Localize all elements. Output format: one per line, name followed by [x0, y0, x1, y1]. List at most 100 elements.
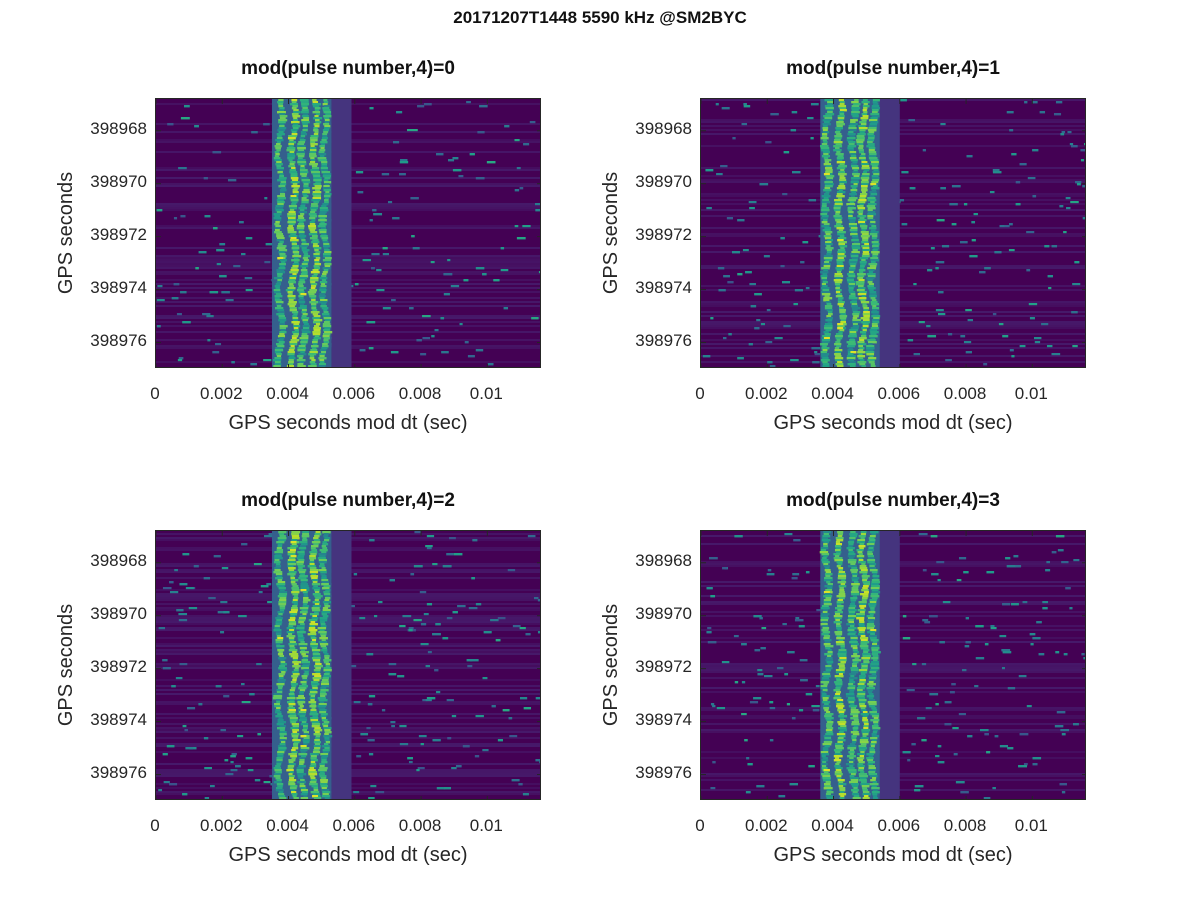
- signal-cell: [292, 123, 299, 126]
- signal-cell: [288, 569, 295, 572]
- signal-cell: [859, 571, 868, 574]
- signal-cell: [319, 213, 326, 216]
- noise-speckle: [754, 649, 761, 652]
- signal-cell: [872, 171, 880, 174]
- signal-cell: [857, 627, 866, 630]
- signal-cell: [837, 197, 842, 200]
- noise-speckle: [396, 111, 403, 114]
- signal-cell: [275, 623, 282, 626]
- signal-cell: [308, 627, 316, 630]
- signal-cell: [311, 725, 320, 728]
- y-axis-label: GPS seconds: [600, 171, 622, 295]
- signal-cell: [303, 743, 308, 746]
- signal-cell: [850, 159, 858, 162]
- signal-cell: [302, 655, 309, 658]
- signal-cell: [849, 201, 855, 204]
- signal-cell: [301, 115, 309, 118]
- signal-cell: [850, 265, 856, 268]
- signal-cell: [839, 179, 847, 182]
- signal-cell: [299, 571, 306, 574]
- noise-speckle: [986, 571, 995, 574]
- signal-cell: [871, 649, 879, 652]
- signal-cell: [276, 643, 281, 646]
- signal-cell: [838, 649, 847, 652]
- signal-cell: [297, 781, 306, 784]
- signal-cell: [820, 623, 828, 626]
- signal-cell: [826, 727, 834, 730]
- noise-speckle: [808, 199, 817, 202]
- signal-cell: [277, 581, 286, 584]
- signal-cell: [873, 723, 879, 726]
- noise-speckle: [1056, 711, 1066, 714]
- signal-cell: [849, 743, 855, 746]
- noise-speckle: [1003, 225, 1010, 228]
- signal-cell: [871, 181, 879, 184]
- signal-cell: [871, 785, 877, 788]
- signal-cell: [312, 715, 318, 718]
- signal-cell: [323, 255, 331, 258]
- noise-speckle: [807, 117, 814, 120]
- signal-cell: [860, 177, 870, 180]
- signal-cell: [859, 121, 867, 124]
- signal-cell: [849, 229, 858, 232]
- noise-speckle: [533, 597, 539, 600]
- signal-cell: [859, 741, 869, 744]
- signal-cell: [275, 287, 280, 290]
- signal-cell: [860, 123, 867, 126]
- signal-cell: [319, 231, 327, 234]
- signal-cell: [858, 285, 864, 288]
- signal-cell: [836, 285, 841, 288]
- signal-cell: [279, 327, 287, 330]
- signal-cell: [321, 161, 328, 164]
- signal-cell: [325, 741, 331, 744]
- signal-cell: [309, 767, 315, 770]
- signal-cell: [275, 219, 282, 222]
- noise-speckle: [220, 631, 225, 634]
- noise-speckle: [376, 269, 382, 272]
- signal-cell: [851, 101, 859, 104]
- signal-cell: [274, 223, 280, 226]
- noise-speckle: [411, 235, 415, 238]
- noise-speckle: [800, 679, 808, 682]
- signal-cell: [310, 211, 316, 214]
- noise-speckle: [250, 363, 258, 366]
- signal-cell: [848, 125, 856, 128]
- signal-cell: [313, 195, 322, 198]
- signal-cell: [858, 337, 867, 340]
- signal-cell: [821, 215, 829, 218]
- signal-cell: [869, 567, 877, 570]
- signal-cell: [315, 731, 320, 734]
- signal-cell: [867, 139, 874, 142]
- noise-speckle: [925, 707, 932, 710]
- signal-cell: [866, 615, 874, 618]
- signal-cell: [872, 313, 879, 316]
- signal-cell: [297, 555, 305, 558]
- signal-cell: [860, 265, 865, 268]
- signal-cell: [287, 231, 297, 234]
- signal-cell: [297, 147, 306, 150]
- signal-cell: [840, 313, 846, 316]
- signal-cell: [871, 161, 879, 164]
- noise-speckle: [387, 201, 393, 204]
- noise-speckle: [782, 193, 788, 196]
- noise-speckle: [408, 629, 413, 632]
- noise-speckle: [426, 535, 435, 538]
- signal-cell: [838, 585, 847, 588]
- signal-cell: [302, 677, 307, 680]
- signal-cell: [314, 335, 320, 338]
- signal-cell: [300, 623, 305, 626]
- signal-cell: [870, 163, 879, 166]
- noise-speckle: [182, 321, 191, 324]
- signal-cell: [302, 601, 308, 604]
- signal-cell: [321, 577, 327, 580]
- noise-speckle: [1032, 637, 1041, 640]
- signal-cell: [836, 703, 844, 706]
- signal-cell: [834, 275, 844, 278]
- noise-speckle: [926, 325, 931, 328]
- noise-speckle: [790, 359, 799, 362]
- signal-cell: [293, 193, 299, 196]
- signal-cell: [279, 125, 285, 128]
- signal-cell: [292, 273, 297, 276]
- signal-cell: [315, 181, 321, 184]
